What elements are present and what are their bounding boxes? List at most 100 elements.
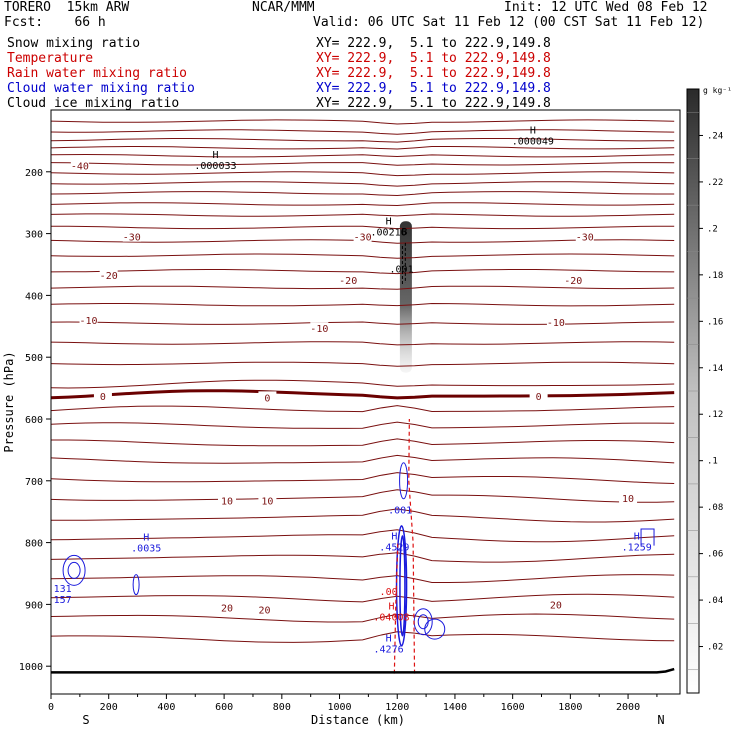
x-tick-label: 1400	[443, 702, 467, 713]
cloud-water-contour	[640, 528, 655, 546]
temperature-label: -20	[339, 276, 357, 287]
extremum-marker: H	[391, 532, 397, 543]
x-tick-label: 0	[48, 702, 54, 713]
extremum-value: .157	[48, 595, 72, 606]
x-axis-label: Distance (km)	[311, 713, 405, 727]
x-tick-label: 1800	[558, 702, 582, 713]
temperature-label: 10	[261, 497, 273, 508]
temperature-label: -40	[71, 162, 89, 173]
colorbar-tick-label: .18	[707, 271, 723, 281]
temp-label-bg	[70, 159, 89, 171]
colorbar-tick-label: .24	[707, 131, 723, 141]
x-tick-label: 1600	[501, 702, 525, 713]
x-tick-label: 1200	[385, 702, 409, 713]
colorbar-units: g kg⁻¹	[703, 86, 732, 95]
temp-label-bg	[310, 322, 329, 334]
cloud-water-contour	[399, 535, 406, 637]
extremum-value: .04008	[373, 612, 409, 623]
isotherm-760	[51, 508, 675, 523]
isotherm-922	[51, 613, 675, 623]
isotherm-585	[51, 405, 675, 413]
cloud-water-contour	[399, 462, 409, 500]
extremum-value: .000049	[512, 136, 554, 147]
isotherm-728	[51, 489, 675, 503]
isotherm-252	[51, 202, 675, 207]
y-tick-label: 900	[25, 600, 43, 611]
isotherm-825	[51, 552, 675, 563]
y-tick-label: 300	[25, 230, 43, 241]
temp-label-bg	[218, 601, 237, 613]
temp-label-bg	[353, 230, 372, 242]
temperature-label: 10	[622, 494, 634, 505]
legend-xy-cloud-water: XY= 222.9, 5.1 to 222.9,149.8	[316, 81, 551, 96]
extremum-value: .00	[380, 587, 398, 598]
y-tick-label: 400	[25, 291, 43, 302]
rain-contour	[393, 542, 399, 674]
isotherm-360	[51, 269, 675, 275]
isotherm-543	[51, 379, 675, 389]
y-axis: 200 300 400 500 600 700 800 900 1000	[19, 168, 51, 673]
valid-time: Valid: 06 UTC Sat 11 Feb 12 (00 CST Sat …	[313, 15, 705, 30]
temp-label-bg	[546, 315, 565, 327]
extremum-value: .000033	[194, 161, 236, 172]
temp-label-bg	[575, 230, 594, 242]
extremum-marker: H	[386, 633, 392, 644]
legend-xy-cloud-ice: XY= 222.9, 5.1 to 222.9,149.8	[316, 96, 551, 111]
extremum-value: .001	[388, 505, 412, 516]
y-tick-label: 600	[25, 415, 43, 426]
isotherm-148	[51, 138, 675, 143]
ground-line	[51, 667, 675, 674]
y-axis-label: Pressure (hPa)	[2, 351, 16, 452]
temp-label-bg	[93, 390, 112, 402]
y-tick-label: 200	[25, 168, 43, 179]
isotherm-792	[51, 529, 675, 543]
colorbar-tick-label: .12	[707, 410, 723, 420]
isotherm-335	[51, 253, 675, 259]
temp-label-bg	[546, 598, 565, 610]
legend-xy-snow: XY= 222.9, 5.1 to 222.9,149.8	[316, 36, 551, 51]
temperature-label: -20	[564, 276, 582, 287]
isotherm-477	[51, 341, 675, 346]
isotherm-858	[51, 574, 675, 583]
extremum-marker: .131	[48, 584, 72, 595]
temperature-label: 10	[221, 497, 233, 508]
legend-label-cloud-water: Cloud water mixing ratio	[7, 81, 195, 96]
cloud-water-contour	[67, 561, 81, 579]
extremum-marker: B	[401, 227, 407, 238]
extremum-value: .001	[390, 264, 414, 275]
colorbar-tick-label: .08	[707, 503, 723, 513]
x-tick-label: 400	[157, 702, 175, 713]
x-axis: 0 200 400 600 800 1000 1200 1400 1600 1800 2000	[48, 694, 658, 713]
field-layer: -40 -30 -30 -30 -20 -20 -20 -10 -10 -10 0 0 0 10 10 10 2…	[48, 119, 675, 674]
extremum-marker: H	[530, 125, 536, 136]
extremum-value: .4529	[379, 543, 409, 554]
isotherm-415	[51, 302, 675, 307]
colorbar-tick-label: .16	[707, 317, 723, 327]
extremum-value: .00216	[371, 227, 407, 238]
temp-label-bg	[255, 603, 274, 615]
temperature-label: 20	[258, 605, 270, 616]
isotherm-202	[51, 171, 675, 177]
legend-label-temperature: Temperature	[7, 51, 94, 66]
x-tick-label: 1000	[327, 702, 351, 713]
isotherm-270	[51, 213, 675, 217]
isotherm-612	[51, 421, 675, 429]
y-tick-label: 700	[25, 477, 43, 488]
extremum-marker: H	[143, 533, 149, 544]
rain-contour	[408, 418, 416, 674]
colorbar-tick-label: .14	[707, 364, 723, 374]
temperature-label: 20	[550, 600, 562, 611]
temp-label-bg	[79, 314, 98, 326]
ice-column-shading	[399, 221, 412, 373]
temperature-label: -30	[354, 233, 372, 244]
isotherm-560	[51, 389, 675, 400]
colorbar-tick-label: .2	[707, 224, 718, 234]
plot-frame	[50, 109, 681, 695]
temperature-label: -30	[576, 233, 594, 244]
cloud-water-contour	[424, 618, 446, 640]
temperature-label: -10	[310, 324, 328, 335]
temp-label-bg	[564, 273, 583, 285]
temperature-label: -30	[123, 233, 141, 244]
isotherm-445	[51, 321, 675, 325]
